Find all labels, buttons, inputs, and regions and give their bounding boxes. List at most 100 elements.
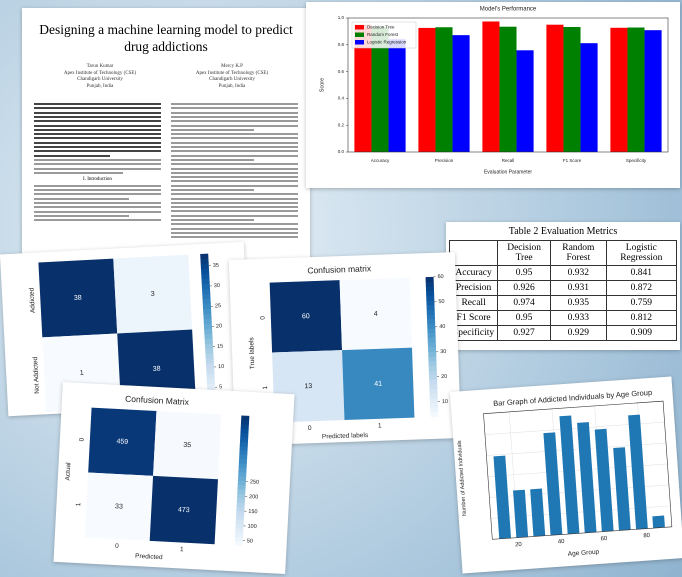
text-line <box>34 206 161 209</box>
colorbar-step <box>429 379 438 385</box>
x-tick-label: 1 <box>180 546 184 553</box>
y-axis-label: True labels <box>248 336 256 369</box>
colorbar-step <box>240 428 249 434</box>
bar <box>627 27 645 152</box>
colorbar-step <box>427 323 436 329</box>
section-heading: I. Introduction <box>83 176 112 182</box>
author-affiliation: Apex Institute of Technology (CSE) <box>63 70 137 76</box>
y-tick-label: 1 <box>75 502 82 506</box>
colorbar-step <box>425 276 434 283</box>
colorbar-step <box>202 303 212 310</box>
text-line <box>34 111 161 114</box>
colorbar-label: 30 <box>440 349 446 355</box>
legend-swatch <box>355 25 364 30</box>
bar <box>388 39 406 152</box>
colorbar-step <box>239 445 248 451</box>
text-line <box>34 154 111 157</box>
y-tick-label: 1 <box>262 385 269 389</box>
text-line <box>171 115 298 118</box>
colorbar-step <box>429 402 439 409</box>
colorbar-label: 50 <box>247 538 253 544</box>
metrics-table: Decision Tree Random Forest Logistic Regre… <box>448 240 678 341</box>
text-line <box>171 158 254 161</box>
text-line <box>34 219 161 222</box>
paper-title: Designing a machine learning model to pr… <box>39 22 293 54</box>
header-cell: Random Forest <box>550 240 607 266</box>
heat-cell <box>38 258 118 338</box>
colorbar-step <box>206 378 215 385</box>
colorbar-step <box>426 300 435 306</box>
colorbar-step <box>428 351 437 357</box>
text-line <box>171 154 298 157</box>
author-location: Punjab, India <box>218 84 246 89</box>
author-affiliation: Apex Institute of Technology (CSE) <box>195 70 269 76</box>
table-cell: 0.974 <box>497 295 552 311</box>
colorbar-step <box>426 309 435 315</box>
colorbar-step <box>426 295 435 301</box>
colorbar-step <box>428 365 437 371</box>
cell-label: 3 <box>151 291 155 298</box>
confusion-panel: Confusion Matrix 459 35 33 473 0 1 0 1 Predicted A… <box>53 382 295 574</box>
colorbar-label: 20 <box>216 323 222 329</box>
table-cell: 0.95 <box>497 310 552 326</box>
colorbar-label: 100 <box>247 524 256 530</box>
colorbar-step <box>200 258 209 265</box>
colorbar-step <box>201 283 211 290</box>
age-bar-panel: Bar Graph of Addicted Individuals by Age… <box>449 376 682 574</box>
bar <box>435 27 453 152</box>
colorbar-step <box>236 501 245 508</box>
colorbar-label: 10 <box>218 364 224 370</box>
colorbar-step <box>241 415 250 421</box>
colorbar-step <box>427 342 436 348</box>
text-line <box>34 201 161 204</box>
colorbar-step <box>200 253 209 260</box>
colorbar-step <box>235 527 244 533</box>
colorbar-step <box>205 363 215 370</box>
colorbar-step <box>206 383 216 390</box>
colorbar-step <box>202 298 211 305</box>
text-line <box>171 188 254 191</box>
table-panel: Table 2 Evaluation Metrics Decision Tree… <box>446 222 680 350</box>
y-axis-label: Score <box>319 78 325 92</box>
text-line <box>34 171 123 174</box>
colorbar-step <box>237 480 246 486</box>
table-cell: 0.931 <box>550 280 607 296</box>
text-line <box>34 214 130 217</box>
colorbar-step <box>203 323 213 330</box>
legend-swatch <box>355 32 364 37</box>
text-line <box>34 103 161 106</box>
column <box>171 101 298 241</box>
colorbar-step <box>203 308 212 315</box>
text-line <box>34 141 161 144</box>
text-line <box>171 219 254 222</box>
colorbar-label: 60 <box>437 274 443 280</box>
cell-label: 33 <box>115 503 123 510</box>
confusion-panel: Confusion matrix 60 4 13 41 0 1 0 1 Predicted lab… <box>228 252 462 446</box>
bar <box>652 515 665 529</box>
table-cell: 0.909 <box>605 325 678 341</box>
colorbar-step <box>205 358 214 365</box>
x-axis-label: Predicted labels <box>322 432 369 441</box>
text-line <box>171 223 298 226</box>
text-line <box>171 107 298 110</box>
colorbar-step <box>426 304 435 311</box>
cell-label: 41 <box>374 381 382 388</box>
legend-swatch <box>355 40 364 45</box>
cell-label: 13 <box>304 383 312 390</box>
author-university: Chandigarh University <box>77 77 123 83</box>
x-tick-label: 0 <box>115 543 119 550</box>
table-cell: Recall <box>448 295 499 311</box>
table-cell: 0.929 <box>550 325 607 341</box>
table-cell: 0.759 <box>605 295 678 311</box>
text-line <box>171 141 298 144</box>
bar <box>628 414 648 530</box>
colorbar-step <box>429 398 438 404</box>
text-line <box>34 167 161 170</box>
colorbar-step <box>237 476 247 482</box>
colorbar-step <box>430 412 439 418</box>
text-line <box>171 197 298 200</box>
x-tick-label: Accuracy <box>371 158 390 163</box>
colorbar-label: 250 <box>250 479 259 485</box>
text-line <box>171 124 298 127</box>
